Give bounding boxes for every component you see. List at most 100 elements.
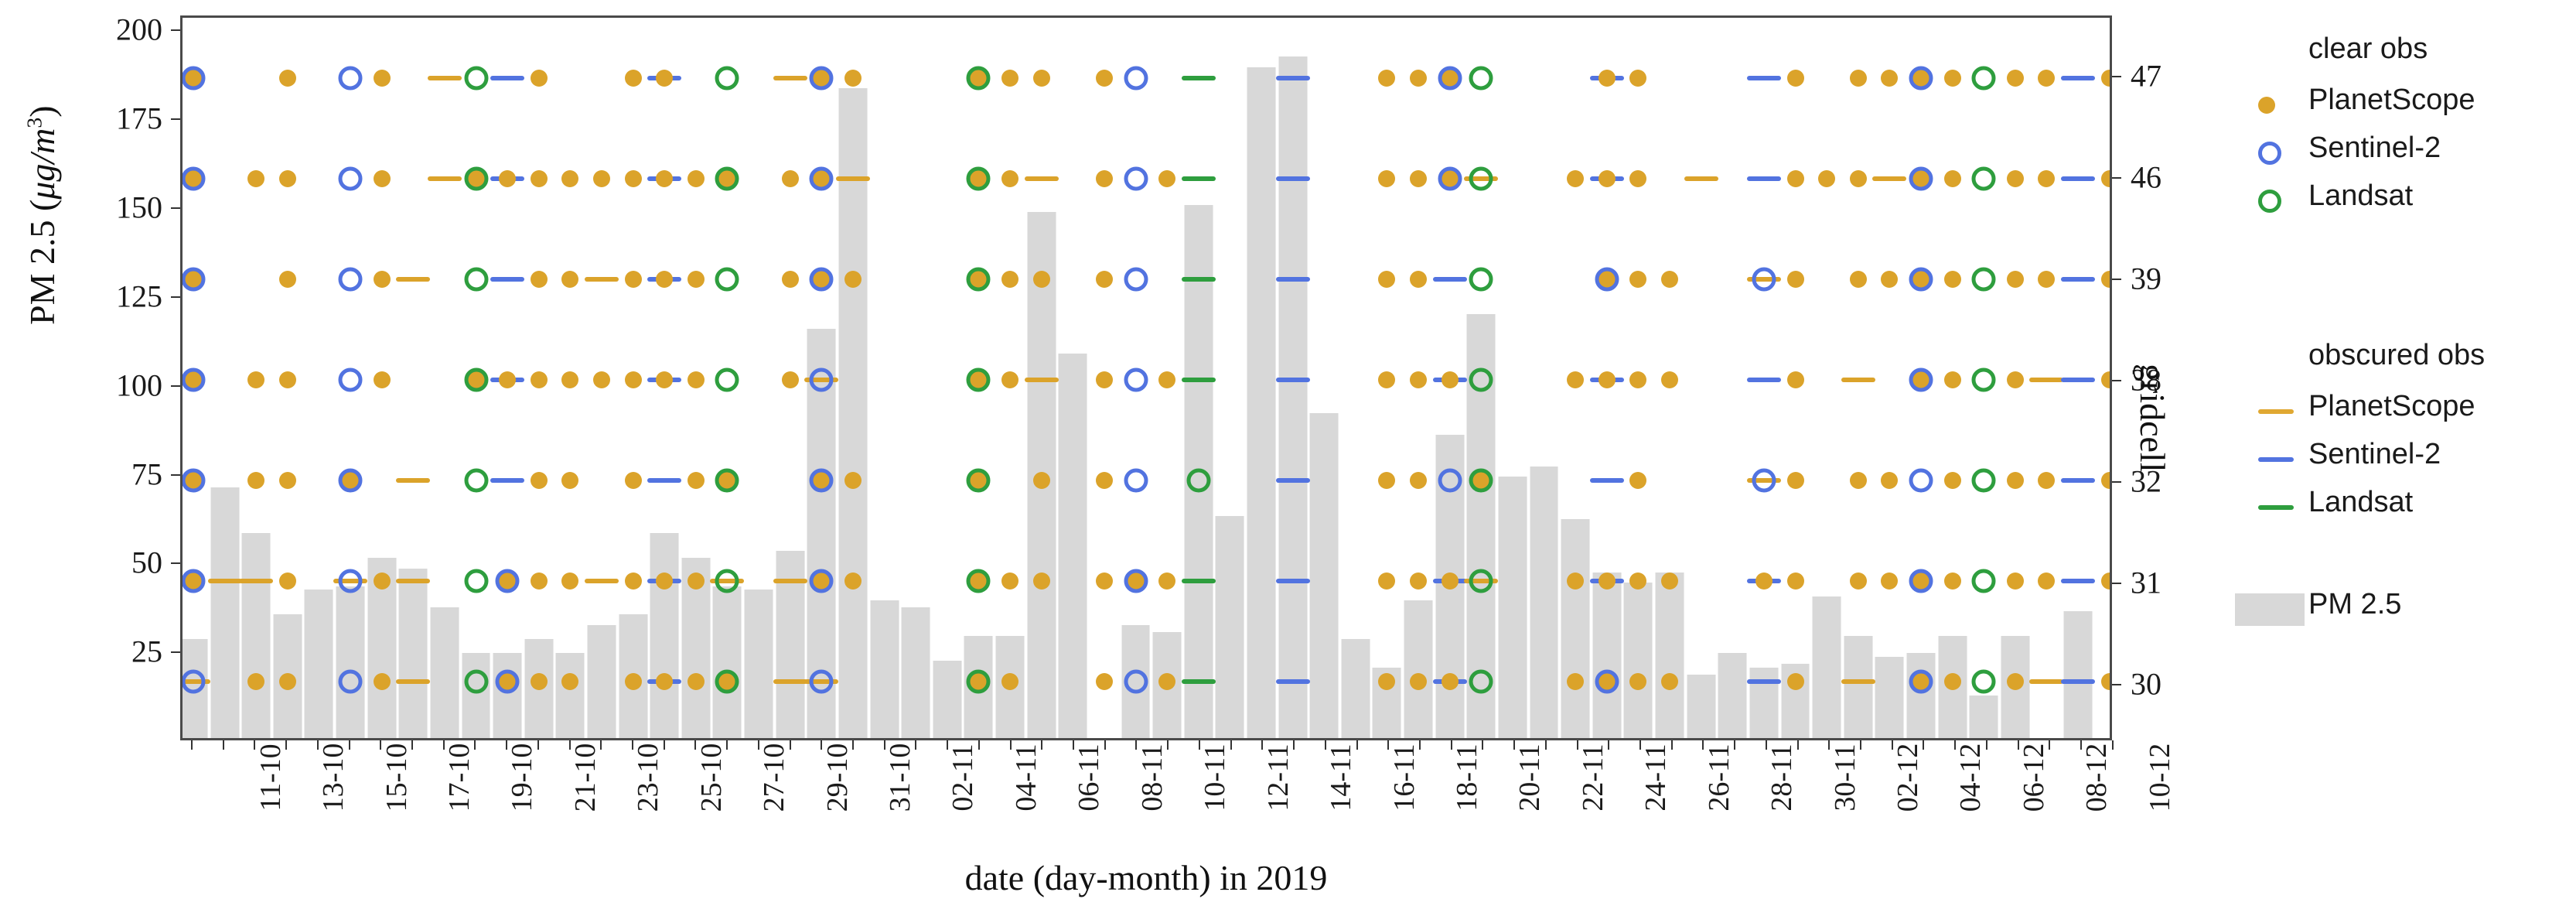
planetscope-clear-dot: [1095, 471, 1113, 489]
planetscope-clear-dot: [1378, 69, 1396, 87]
x-tick: [757, 740, 759, 750]
planetscope-clear-dot: [2038, 69, 2056, 87]
legend-item-label: Sentinel-2: [2308, 132, 2441, 164]
planetscope-clear-dot: [624, 471, 642, 489]
planetscope-clear-dot: [2038, 169, 2056, 187]
legend-item-label: PM 2.5: [2308, 588, 2402, 620]
pm25-bar: [1498, 477, 1527, 738]
y-tick-label: 100: [116, 367, 162, 403]
sentinel2-clear-circle-icon: [1438, 166, 1462, 191]
planetscope-clear-dot: [1032, 270, 1050, 288]
planetscope-clear-dot: [1410, 270, 1428, 288]
legend-item-landsat: Landsat: [2227, 486, 2575, 532]
sentinel2-clear-circle-icon: [1124, 367, 1148, 392]
planetscope-clear-dot: [2100, 169, 2110, 187]
y-tick-label: 75: [131, 456, 162, 491]
planetscope-clear-dot: [1378, 371, 1396, 388]
planetscope-clear-dot: [499, 169, 517, 187]
planetscope-clear-dot: [624, 371, 642, 388]
planetscope-clear-dot: [1943, 672, 1961, 690]
planetscope-clear-dot: [1095, 371, 1113, 388]
planetscope-clear-dot: [1095, 69, 1113, 87]
sentinel2-obscured-dash-icon: [1275, 477, 1310, 483]
planetscope-clear-dot: [530, 371, 548, 388]
planetscope-obscured-dash-icon: [239, 578, 274, 583]
sentinel-2-dash-icon: [2258, 457, 2294, 462]
planetscope-clear-dot: [624, 69, 642, 87]
x-tick: [316, 740, 319, 750]
sentinel2-clear-circle-icon: [809, 166, 834, 191]
planetscope-clear-dot: [2100, 270, 2110, 288]
x-tick-label: 02-12: [1891, 743, 1924, 812]
planetscope-clear-dot: [1598, 169, 1616, 187]
gridcell-tick-label: 30: [2131, 666, 2161, 701]
planetscope-clear-dot: [2006, 572, 2024, 590]
sentinel2-clear-circle-icon: [495, 669, 520, 694]
sentinel2-clear-circle-icon: [1124, 166, 1148, 191]
pm25-bar: [1655, 572, 1684, 738]
planetscope-clear-dot: [1818, 169, 1836, 187]
x-tick: [852, 740, 855, 750]
pm25-bar: [870, 600, 899, 738]
planetscope-clear-dot: [1001, 572, 1019, 590]
planetscope-clear-dot: [1032, 69, 1050, 87]
legend: clear obs PlanetScope Sentinel-2 Landsat obs…: [2227, 0, 2575, 916]
x-tick-label: 29-10: [821, 743, 854, 812]
sentinel2-clear-circle-icon: [1124, 267, 1148, 292]
planetscope-clear-dot: [844, 69, 862, 87]
x-tick-label: 30-11: [1828, 743, 1861, 812]
planetscope-obscured-dash-icon: [396, 276, 431, 282]
planetscope-clear-dot: [530, 270, 548, 288]
planetscope-clear-dot: [1567, 672, 1585, 690]
x-tick: [1765, 740, 1767, 750]
sentinel2-clear-circle-icon: [338, 367, 363, 392]
pm25-bar: [1247, 67, 1276, 738]
planetscope-clear-dot: [2006, 69, 2024, 87]
planetscope-clear-dot: [1786, 371, 1804, 388]
landsat-clear-circle-icon: [715, 669, 739, 694]
sentinel2-obscured-dash-icon: [1275, 276, 1310, 282]
pm25-bar: [1687, 674, 1716, 738]
x-tick: [1734, 740, 1736, 750]
x-tick: [285, 740, 288, 750]
landsat-clear-circle-icon: [966, 468, 991, 493]
pm25-bar: [1561, 519, 1590, 738]
planetscope-clear-dot: [656, 270, 674, 288]
planetscope-clear-dot: [1095, 672, 1113, 690]
y-tick: [171, 207, 180, 210]
sentinel2-clear-circle-icon: [338, 66, 363, 91]
legend-item-label: Sentinel-2: [2308, 438, 2441, 470]
sentinel2-clear-circle-icon: [1909, 66, 1933, 91]
planetscope-clear-dot: [1786, 69, 1804, 87]
x-tick-label: 28-11: [1766, 743, 1799, 812]
landsat-clear-circle-icon: [1971, 367, 1996, 392]
legend-item-landsat: Landsat: [2227, 179, 2575, 226]
planetscope-obscured-dash-icon: [773, 578, 807, 583]
sentinel2-clear-circle-icon: [183, 569, 206, 593]
pm25-bar: [1592, 572, 1622, 738]
sentinel2-clear-circle-icon: [183, 468, 206, 493]
pm25-bar: [1530, 466, 1559, 738]
x-tick-label: 31-10: [884, 743, 917, 812]
planetscope-clear-dot: [656, 672, 674, 690]
planetscope-clear-dot: [1158, 371, 1176, 388]
planetscope-clear-dot: [373, 270, 391, 288]
planetscope-clear-dot: [499, 371, 517, 388]
planetscope-clear-dot: [624, 270, 642, 288]
planetscope-obscured-dash-icon: [2029, 377, 2064, 382]
planetscope-obscured-dash-icon: [427, 176, 462, 181]
legend-item-label: PlanetScope: [2308, 390, 2475, 422]
pm25-bar: [304, 590, 333, 738]
landsat-clear-circle-icon: [464, 66, 489, 91]
planetscope-clear-dot: [530, 169, 548, 187]
pm25-bar: [1812, 596, 1841, 738]
x-tick: [1828, 740, 1830, 750]
x-tick: [694, 740, 697, 750]
gridcell-tick: [2112, 278, 2121, 280]
sentinel2-obscured-dash-icon: [490, 75, 525, 80]
planetscope-clear-dot: [1001, 270, 1019, 288]
planetscope-clear-dot: [593, 371, 610, 388]
y-axis-title: PM 2.5 (μg/m3): [22, 105, 62, 325]
pm25-bar: [2063, 610, 2093, 738]
pm25-bar: [744, 590, 773, 738]
